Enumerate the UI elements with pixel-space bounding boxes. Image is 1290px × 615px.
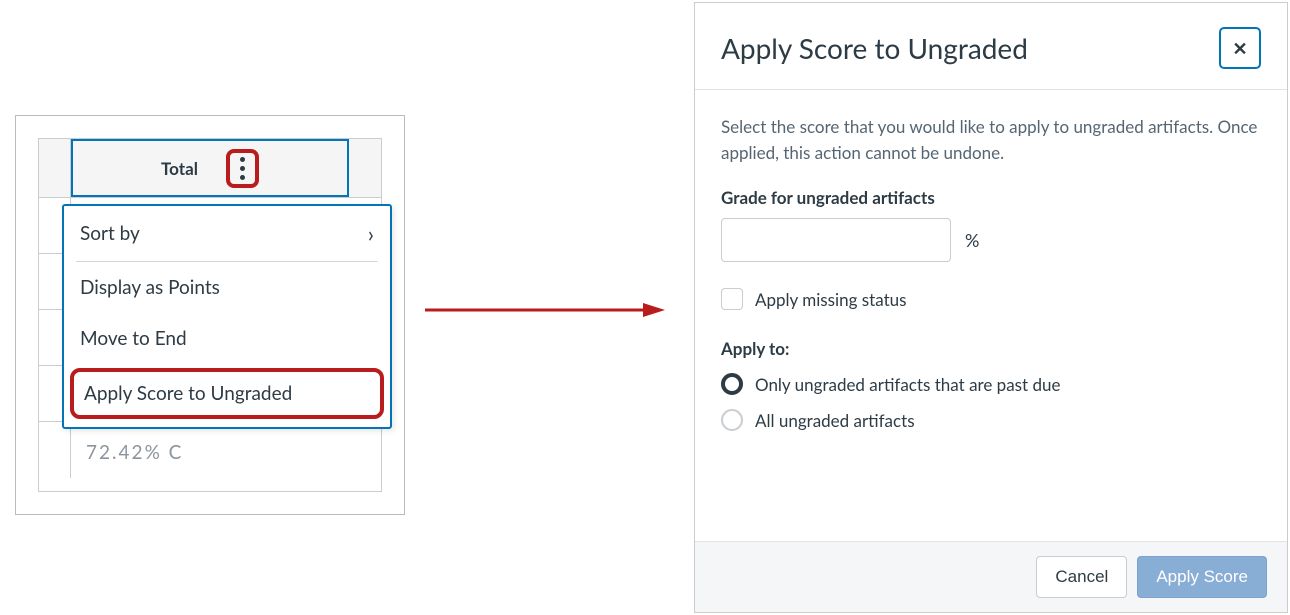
menu-item-move-to-end[interactable]: Move to End bbox=[64, 313, 390, 364]
kebab-menu-icon[interactable] bbox=[240, 157, 245, 180]
grid-header-spacer-right bbox=[349, 139, 381, 197]
menu-item-apply-score-highlight: Apply Score to Ungraded bbox=[70, 368, 384, 419]
percent-symbol: % bbox=[965, 229, 979, 251]
dialog-body: Select the score that you would like to … bbox=[695, 90, 1287, 541]
cancel-button[interactable]: Cancel bbox=[1036, 556, 1127, 598]
column-options-menu: Sort by › Display as Points Move to End … bbox=[62, 204, 392, 429]
close-button[interactable]: ✕ bbox=[1219, 27, 1261, 69]
grade-field-label: Grade for ungraded artifacts bbox=[721, 187, 1261, 208]
dialog-footer: Cancel Apply Score bbox=[695, 541, 1287, 612]
radio-past-due-label: Only ungraded artifacts that are past du… bbox=[755, 374, 1060, 395]
apply-score-button[interactable]: Apply Score bbox=[1137, 556, 1267, 598]
chevron-right-icon: › bbox=[368, 220, 374, 247]
menu-item-display-points[interactable]: Display as Points bbox=[64, 262, 390, 313]
radio-unselected-icon[interactable] bbox=[721, 409, 743, 431]
radio-all-label: All ungraded artifacts bbox=[755, 410, 915, 431]
apply-missing-checkbox-row[interactable]: Apply missing status bbox=[721, 288, 1261, 310]
flow-arrow bbox=[425, 300, 665, 320]
grid-header-spacer-left bbox=[39, 139, 71, 197]
gradebook-menu-panel: Total 72.42% C Sort by › Display as Poin… bbox=[15, 115, 405, 515]
kebab-highlight bbox=[226, 149, 259, 188]
menu-item-label: Apply Score to Ungraded bbox=[84, 382, 292, 405]
checkbox-icon[interactable] bbox=[721, 288, 743, 310]
radio-option-all[interactable]: All ungraded artifacts bbox=[721, 409, 1261, 431]
menu-item-label: Display as Points bbox=[80, 276, 220, 299]
grade-input-group: % bbox=[721, 218, 1261, 262]
menu-item-sort-by[interactable]: Sort by › bbox=[64, 206, 390, 261]
apply-score-button-label: Apply Score bbox=[1156, 567, 1248, 586]
grid-header-row: Total bbox=[38, 138, 382, 198]
menu-item-label: Sort by bbox=[80, 222, 140, 245]
radio-selected-icon[interactable] bbox=[721, 373, 743, 395]
grade-input[interactable] bbox=[721, 218, 951, 262]
apply-missing-label: Apply missing status bbox=[755, 289, 907, 310]
apply-score-dialog: Apply Score to Ungraded ✕ Select the sco… bbox=[694, 2, 1288, 613]
dialog-title: Apply Score to Ungraded bbox=[721, 31, 1028, 65]
dialog-description: Select the score that you would like to … bbox=[721, 114, 1261, 165]
dialog-header: Apply Score to Ungraded ✕ bbox=[695, 3, 1287, 90]
total-column-label: Total bbox=[161, 158, 198, 179]
menu-item-apply-score[interactable]: Apply Score to Ungraded bbox=[84, 382, 370, 405]
menu-item-label: Move to End bbox=[80, 327, 187, 350]
obscured-grade-text: 72.42% C bbox=[86, 441, 183, 464]
apply-to-label: Apply to: bbox=[721, 338, 1261, 359]
radio-option-past-due[interactable]: Only ungraded artifacts that are past du… bbox=[721, 373, 1261, 395]
total-column-header[interactable]: Total bbox=[71, 139, 349, 197]
cancel-button-label: Cancel bbox=[1055, 567, 1108, 586]
close-icon: ✕ bbox=[1232, 37, 1247, 60]
